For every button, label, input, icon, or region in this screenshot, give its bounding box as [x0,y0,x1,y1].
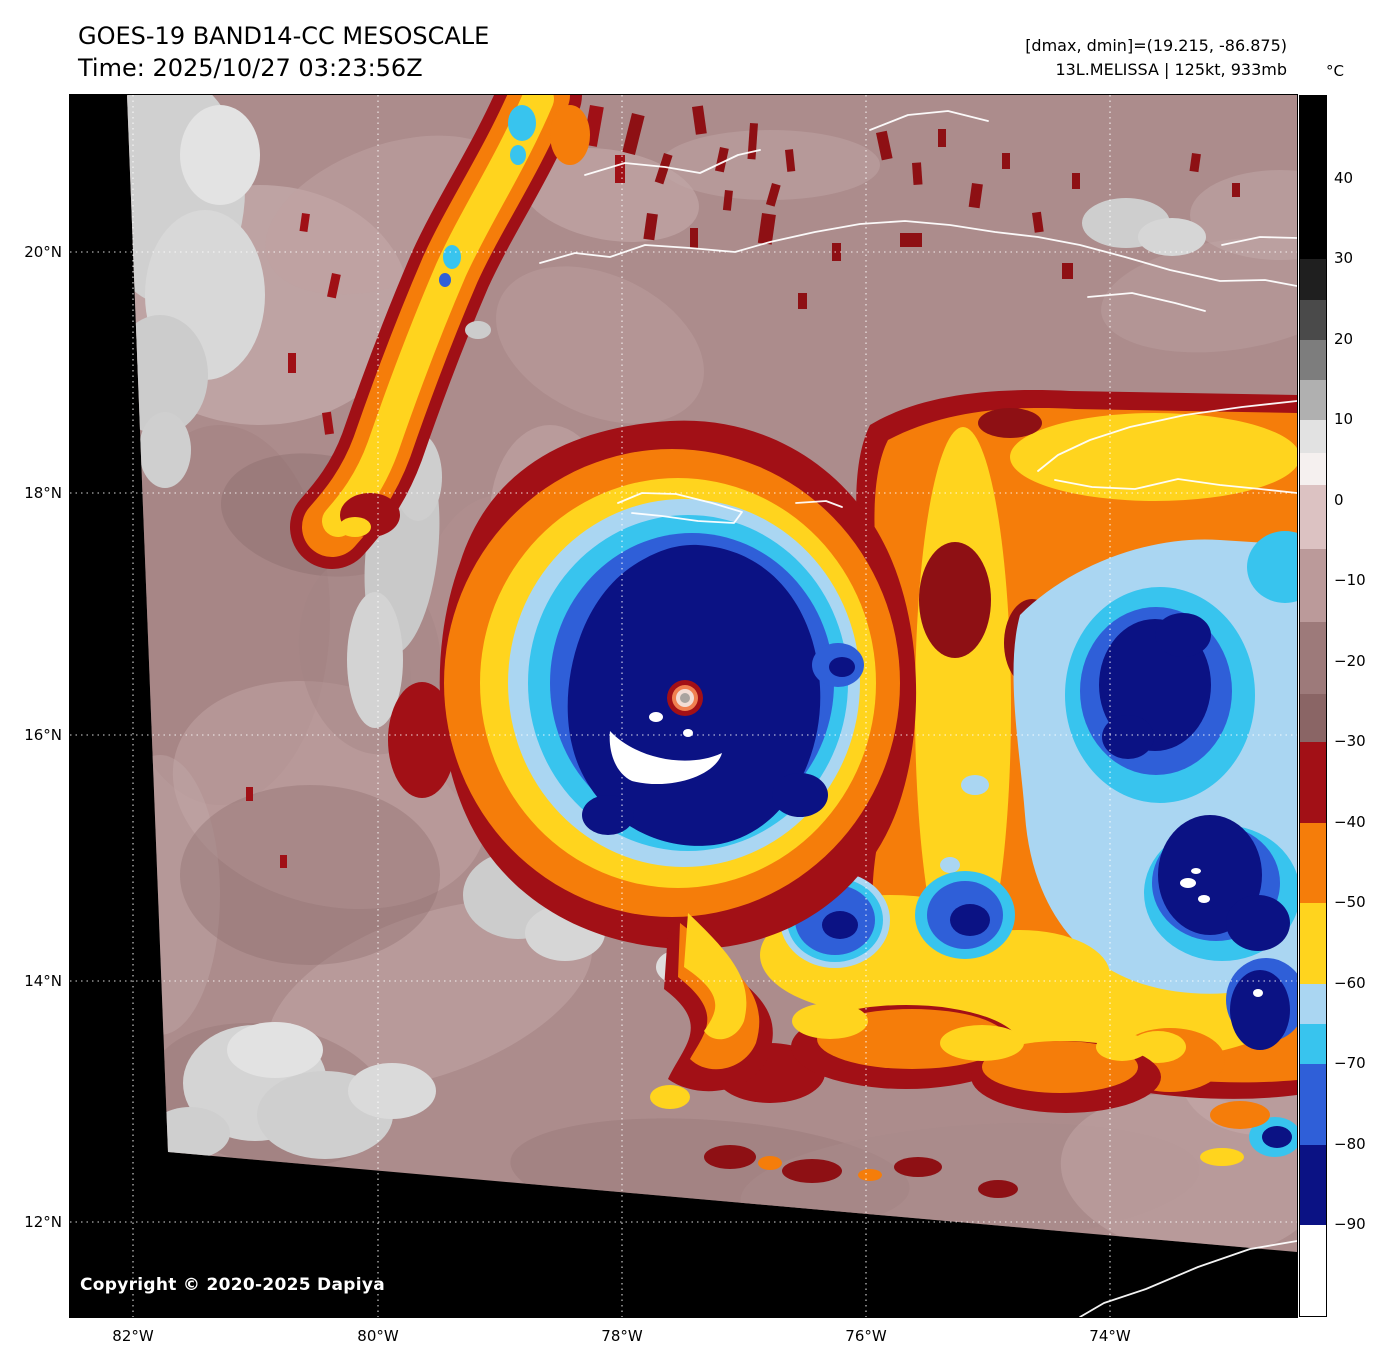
colorbar-tick-label: −40 [1334,812,1366,831]
colorbar-tick-label: −80 [1334,1134,1366,1153]
colorbar-segment [1300,484,1326,550]
colorbar-segment [1300,380,1326,421]
lon-tick-label: 80°W [357,1327,399,1345]
coastline-cuba-bays [584,149,761,176]
colorbar-segment [1300,1024,1326,1066]
cuba-cloud-speckles [622,105,1240,309]
colorbar-segment [1300,694,1326,743]
coastline-cuba-south [539,220,1297,287]
colorbar-segment [1300,822,1326,904]
colorbar-segment [1300,420,1326,454]
lon-tick-label: 74°W [1089,1327,1131,1345]
copyright-watermark: Copyright © 2020-2025 Dapiya [80,1275,385,1295]
colorbar-tick-label: −30 [1334,732,1366,751]
timestamp-line: Time: 2025/10/27 03:23:56Z [78,54,423,82]
colorbar-segment [1300,1144,1326,1227]
data-range-line: [dmax, dmin]=(19.215, -86.875) [1025,36,1287,55]
southern-convective-band [704,871,1161,1198]
colorbar-segment [1300,96,1326,261]
colorbar-segment [1300,1225,1326,1316]
page-title: GOES-19 BAND14-CC MESOSCALE [78,22,490,50]
satellite-data-region [127,95,1297,1252]
east-convective-mass [852,390,1297,1166]
colorbar-tick-label: 20 [1334,329,1354,348]
graticule [70,95,1297,1317]
coastlines [539,110,1297,1317]
lon-tick-label: 76°W [845,1327,887,1345]
coastline-cuba-north [869,110,989,131]
lon-tick-label: 82°W [112,1327,154,1345]
colorbar-segment [1300,259,1326,301]
colorbar-tick-label: −60 [1334,973,1366,992]
coastline-cuba-ne [1221,236,1297,246]
colorbar-tick-label: 0 [1334,490,1344,509]
coastline-south-america [1079,1240,1297,1317]
colorbar-segment [1300,339,1326,381]
coastline-cuba-east [1087,292,1206,312]
colorbar-segment [1300,549,1326,623]
colorbar-tick-label: −70 [1334,1054,1366,1073]
hurricane-melissa [388,420,917,1109]
colorbar-tick-label: 30 [1334,249,1354,268]
hurricane-eye [667,680,703,716]
colorbar-tick-label: 10 [1334,410,1354,429]
nw-convective-band [290,95,625,569]
colorbar-unit-label: °C [1326,62,1344,80]
temperature-colorbar [1299,95,1327,1317]
colorbar-gradient [1300,96,1326,1316]
lat-tick-label: 18°N [24,484,62,502]
colorbar-segment [1300,742,1326,824]
colorbar-segment [1300,903,1326,985]
colorbar-segment [1300,1064,1326,1146]
colorbar-segment [1300,983,1326,1025]
lon-tick-label: 78°W [601,1327,643,1345]
colorbar-tick-label: −20 [1334,651,1366,670]
storm-info-line: 13L.MELISSA | 125kt, 933mb [1055,60,1287,79]
colorbar-tick-label: −90 [1334,1215,1366,1234]
coastline-hispaniola-north [1037,400,1297,472]
colorbar-segment [1300,299,1326,341]
colorbar-tick-label: −50 [1334,893,1366,912]
colorbar-tick-label: 40 [1334,168,1354,187]
coastline-hispaniola-south [1054,478,1297,494]
lat-tick-label: 12°N [24,1213,62,1231]
lat-tick-label: 20°N [24,243,62,261]
colorbar-tick-label: −10 [1334,571,1366,590]
satellite-image [70,95,1297,1317]
coastline-jamaica-east [795,500,843,508]
lat-tick-label: 16°N [24,726,62,744]
satellite-map-panel: Copyright © 2020-2025 Dapiya [69,94,1298,1318]
colorbar-segment [1300,452,1326,486]
colorbar-segment [1300,621,1326,695]
lat-tick-label: 14°N [24,972,62,990]
